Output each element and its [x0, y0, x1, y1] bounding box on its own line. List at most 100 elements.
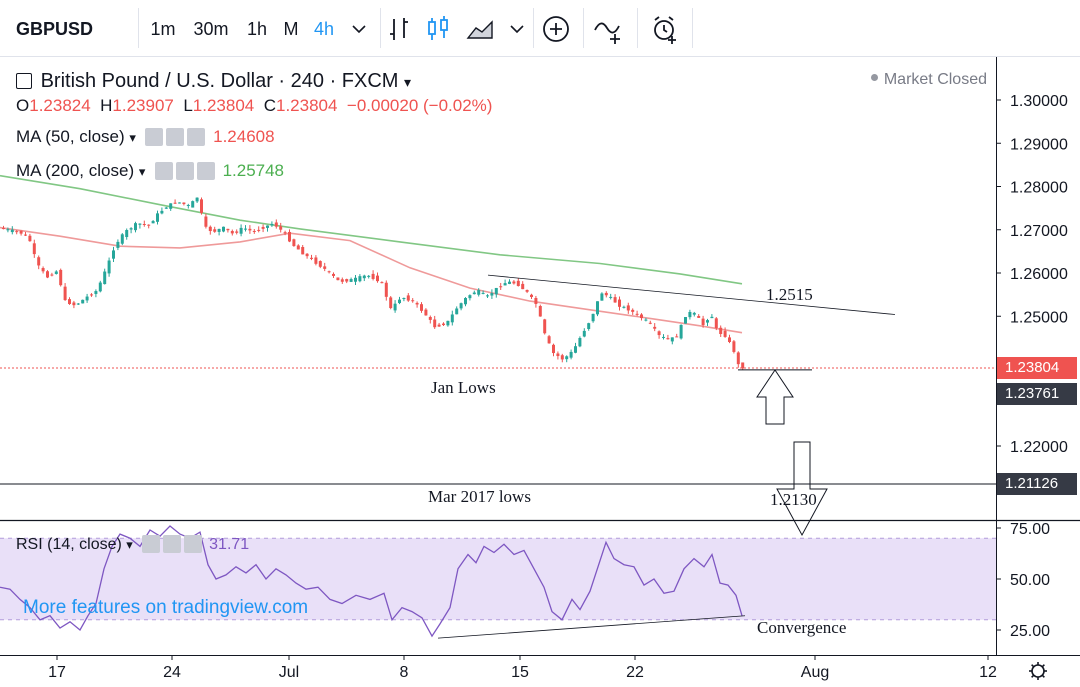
- close-icon[interactable]: [196, 161, 215, 180]
- chevron-down-icon[interactable]: ▾: [129, 130, 136, 145]
- candle-body: [538, 306, 542, 317]
- candle-body: [569, 351, 573, 358]
- interval-1h[interactable]: 1h: [246, 19, 268, 39]
- candle-body: [28, 235, 32, 242]
- chevron-down-icon[interactable]: ▾: [126, 537, 133, 553]
- rsi-tick-label: 50.00: [1010, 572, 1050, 589]
- candle-body: [169, 203, 173, 209]
- symbol-label[interactable]: GBPUSD: [16, 19, 94, 39]
- candle-body: [393, 303, 397, 311]
- candle-body: [32, 243, 36, 255]
- close-icon[interactable]: [183, 535, 202, 553]
- chevron-down-icon[interactable]: [502, 14, 532, 44]
- mar-lows-badge: 1.21126: [997, 473, 1077, 495]
- candle-body: [389, 297, 393, 309]
- candle-body: [138, 223, 142, 225]
- toolbar-divider: [138, 8, 139, 48]
- indicators-icon[interactable]: [593, 14, 623, 44]
- rsi-legend[interactable]: RSI (14, close) ▾ 31.71: [16, 535, 249, 554]
- candle-body: [600, 293, 604, 301]
- low-label: L: [183, 96, 193, 115]
- candle-body: [666, 338, 670, 340]
- settings-icon[interactable]: [1029, 662, 1047, 680]
- settings-icon-tooth: [1041, 674, 1045, 678]
- plus-circle-icon[interactable]: [541, 14, 571, 44]
- collapse-icon[interactable]: [16, 72, 32, 89]
- candle-body: [301, 247, 305, 255]
- time-tick-label: 12: [979, 664, 997, 681]
- candle-body: [305, 253, 309, 257]
- candle-body: [90, 294, 93, 296]
- toolbar-divider: [380, 8, 381, 48]
- candle-body: [512, 281, 516, 284]
- interval-month[interactable]: M: [283, 19, 299, 39]
- jan-lows-label: Jan Lows: [431, 378, 496, 397]
- high-value: 1.23907: [112, 96, 174, 115]
- candle-body: [239, 227, 243, 234]
- gear-icon[interactable]: [175, 161, 194, 180]
- candle-body: [156, 213, 159, 222]
- watermark-link[interactable]: More features on tradingview.com: [23, 597, 309, 618]
- candle-body: [574, 346, 577, 353]
- candle-body: [508, 281, 511, 284]
- rsi-tick-label: 75.00: [1010, 521, 1050, 538]
- market-status-text: Market Closed: [883, 71, 987, 88]
- candles-icon[interactable]: [423, 14, 453, 44]
- candle-body: [266, 225, 269, 228]
- candle-body: [701, 318, 705, 326]
- candle-body: [41, 268, 45, 272]
- bar-style-icon[interactable]: [384, 14, 414, 44]
- candle-body: [230, 231, 234, 234]
- up-arrow-icon: [756, 369, 794, 425]
- time-tick-label: 22: [626, 664, 644, 681]
- candle-body: [63, 286, 67, 301]
- candle-body: [736, 352, 740, 365]
- candle-body: [613, 297, 617, 303]
- settings-icon-tooth: [1031, 664, 1035, 668]
- candle-body: [635, 313, 639, 315]
- eye-icon[interactable]: [145, 127, 164, 146]
- eye-icon[interactable]: [141, 535, 160, 553]
- candle-body: [376, 275, 379, 282]
- candle-body: [349, 279, 353, 282]
- candle-body: [406, 295, 410, 301]
- chevron-down-icon[interactable]: ▾: [138, 164, 146, 179]
- interval-30m[interactable]: 30m: [193, 19, 229, 39]
- gear-icon[interactable]: [166, 127, 185, 146]
- candle-body: [314, 257, 318, 264]
- chart-canvas[interactable]: 1.30000 1.29000 1.28000 1.27000 1.26000 1.250…: [0, 57, 1080, 687]
- interval-4h[interactable]: 4h: [313, 19, 335, 39]
- candle-body: [494, 287, 498, 295]
- candle-body: [107, 260, 111, 274]
- ma50-value: 1.24608: [213, 127, 275, 146]
- candle-body: [384, 282, 388, 297]
- candle-body: [499, 286, 503, 288]
- down-arrow-icon: [776, 441, 828, 537]
- candle-body: [455, 308, 459, 315]
- ma50-legend[interactable]: MA (50, close) ▾ 1.24608: [16, 127, 275, 147]
- candle-body: [472, 292, 476, 295]
- alarm-icon[interactable]: [650, 14, 680, 44]
- chart-legend-title[interactable]: British Pound / U.S. Dollar · 240 · FXCM…: [16, 70, 411, 93]
- gear-icon[interactable]: [162, 535, 181, 553]
- instrument-title: British Pound / U.S. Dollar · 240 · FXCM: [40, 70, 399, 92]
- interval-1m[interactable]: 1m: [150, 19, 176, 39]
- candle-body: [24, 234, 27, 236]
- candle-body: [226, 228, 230, 231]
- candle-body: [283, 232, 287, 234]
- candle-body: [622, 306, 626, 308]
- candle-body: [719, 327, 723, 335]
- chevron-down-icon[interactable]: ▾: [404, 74, 412, 90]
- area-icon[interactable]: [466, 14, 496, 44]
- candle-body: [252, 230, 256, 232]
- toolbar-divider: [692, 8, 693, 48]
- price-tick-label: 1.27000: [1010, 223, 1068, 240]
- chevron-down-icon[interactable]: [344, 14, 374, 44]
- settings-icon-tooth: [1041, 664, 1045, 668]
- close-icon[interactable]: [187, 127, 206, 146]
- candle-body: [362, 275, 366, 279]
- eye-icon[interactable]: [154, 161, 173, 180]
- ma200-legend[interactable]: MA (200, close) ▾ 1.25748: [16, 161, 284, 181]
- candle-body: [428, 316, 432, 320]
- candle-body: [644, 319, 648, 321]
